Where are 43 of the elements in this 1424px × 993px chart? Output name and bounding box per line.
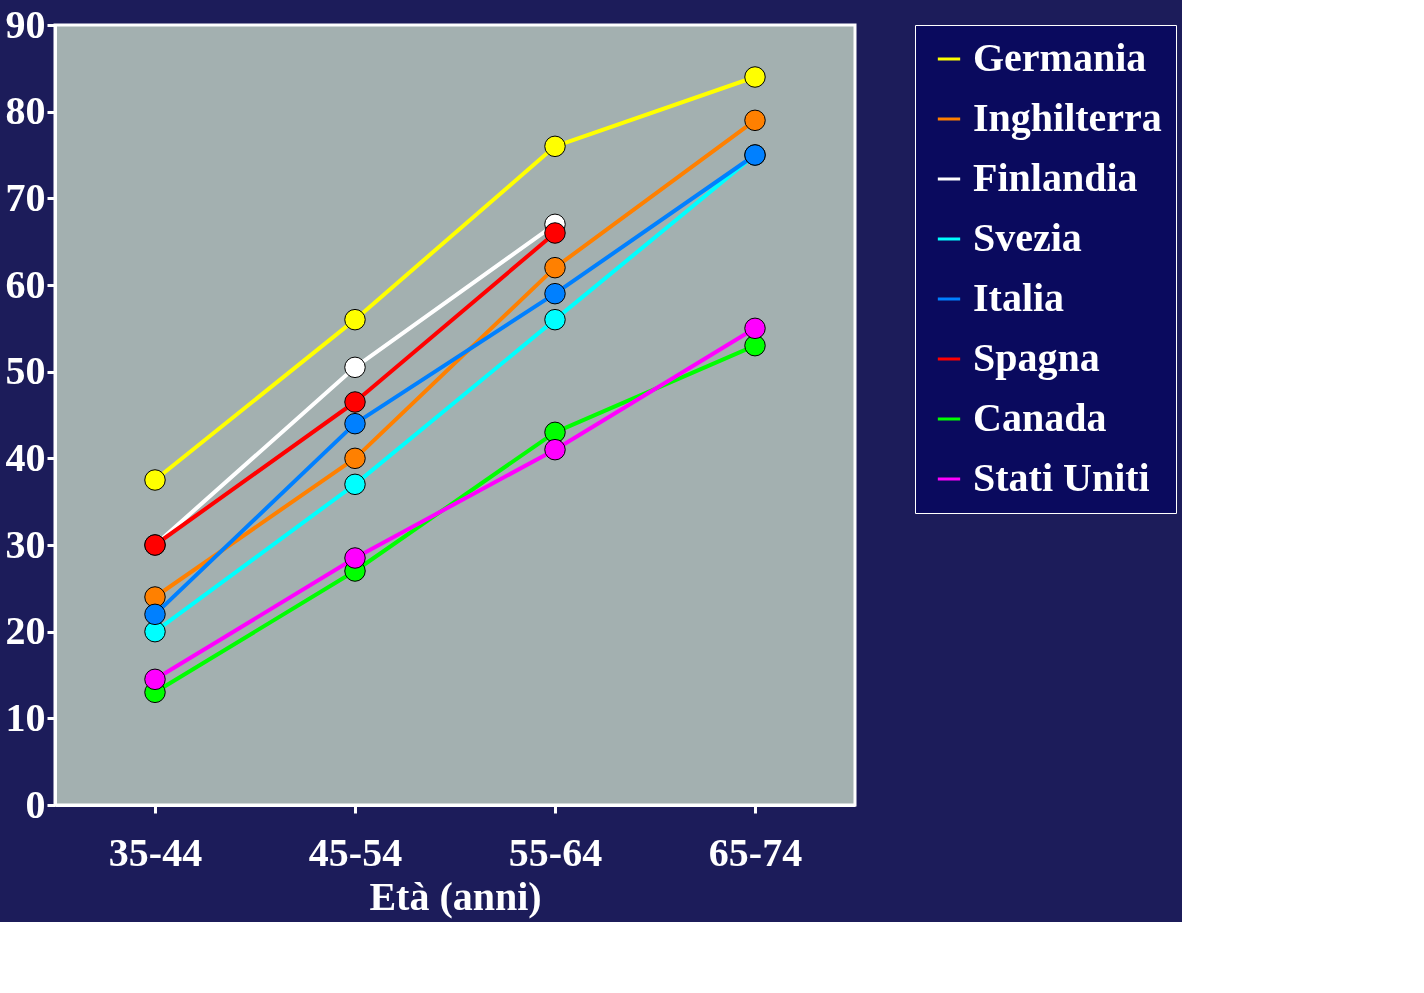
- point: [344, 391, 366, 413]
- y-tick-label: 60: [5, 261, 46, 307]
- y-tick-label: 0: [25, 781, 46, 827]
- legend-label: Germania: [973, 35, 1147, 80]
- point: [744, 109, 766, 132]
- point: [544, 308, 566, 331]
- point: [544, 438, 566, 461]
- x-tick-label: 65-74: [708, 829, 803, 875]
- y-tick-label: 80: [5, 88, 46, 134]
- point: [344, 447, 366, 470]
- x-tick-label: 35-44: [108, 829, 203, 875]
- x-tick-label: 45-54: [308, 829, 403, 875]
- point: [144, 603, 166, 626]
- y-tick-label: 90: [5, 1, 46, 47]
- legend-label: Spagna: [973, 335, 1100, 380]
- x-tick-label: 55-64: [508, 829, 603, 875]
- y-tick-label: 50: [5, 348, 46, 394]
- point: [344, 308, 366, 331]
- y-tick-label: 20: [5, 608, 46, 654]
- legend-label: Canada: [973, 395, 1107, 440]
- y-tick-label: 10: [5, 694, 46, 740]
- point: [744, 66, 766, 88]
- y-tick-label: 30: [5, 521, 46, 567]
- point: [544, 222, 566, 244]
- legend-label: Italia: [973, 275, 1065, 320]
- point: [144, 668, 166, 691]
- point: [144, 469, 166, 491]
- legend-label: Stati Uniti: [973, 455, 1150, 500]
- point: [344, 412, 366, 435]
- legend-label: Finlandia: [973, 155, 1138, 200]
- point: [544, 282, 566, 305]
- legend-label: Inghilterra: [973, 95, 1162, 140]
- point: [344, 356, 366, 379]
- y-tick-label: 70: [5, 174, 46, 220]
- point: [344, 473, 366, 496]
- y-tick-label: 40: [5, 434, 46, 480]
- point: [744, 317, 766, 340]
- point: [144, 586, 166, 608]
- point: [544, 256, 566, 279]
- x-axis-title: Età (anni): [369, 873, 542, 919]
- point: [544, 135, 566, 158]
- point: [344, 547, 366, 569]
- legend-label: Svezia: [973, 215, 1082, 260]
